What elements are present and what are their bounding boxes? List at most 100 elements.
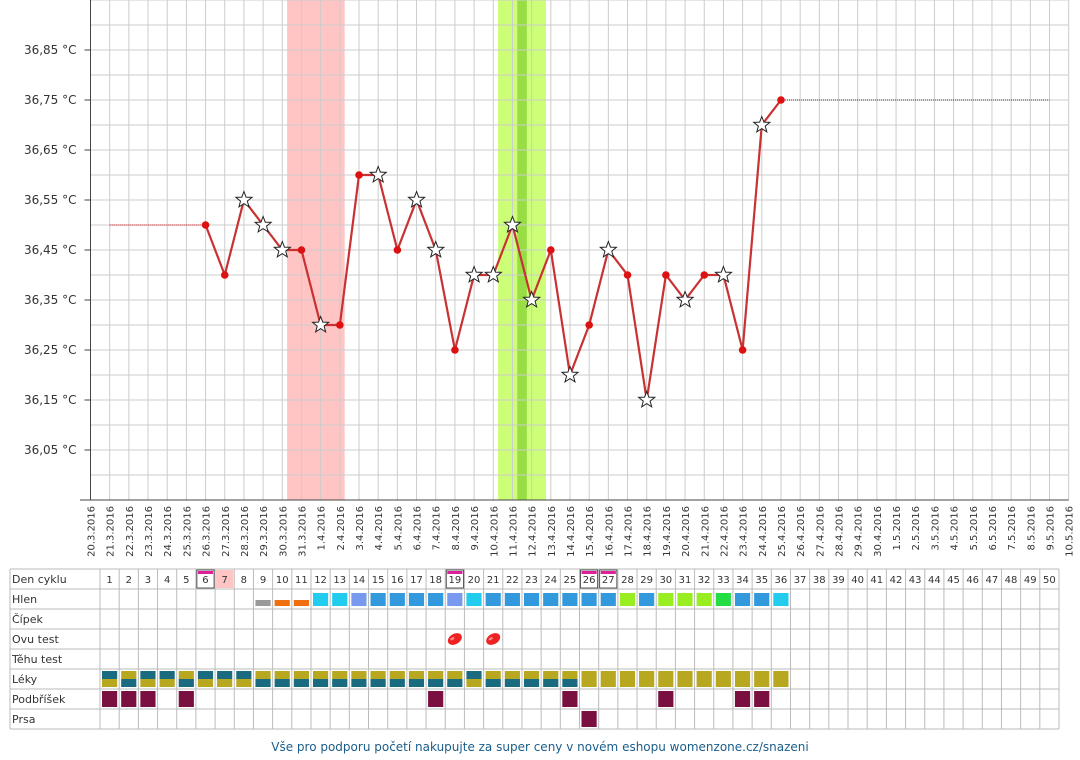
leky-mark <box>255 679 271 687</box>
podbrisek-mark <box>178 691 194 707</box>
leky-mark <box>504 671 520 679</box>
hlen-mark <box>543 593 559 606</box>
data-point-star <box>637 390 657 409</box>
hlen-mark <box>447 593 463 606</box>
day-number: 27 <box>602 575 615 586</box>
leky-mark <box>140 671 156 679</box>
x-tick-label: 21.4.2016 <box>700 506 711 557</box>
leky-mark <box>485 671 501 679</box>
day-number: 6 <box>202 575 208 586</box>
day-number: 37 <box>794 575 807 586</box>
x-tick-label: 5.4.2016 <box>393 506 404 551</box>
leky-mark <box>312 671 329 679</box>
day-number: 24 <box>544 575 557 586</box>
hlen-mark <box>658 593 674 606</box>
prsa-mark <box>581 711 597 727</box>
x-tick-label: 20.3.2016 <box>87 506 98 557</box>
leky-mark <box>773 671 789 687</box>
table-row-label: Léky <box>12 673 38 686</box>
x-tick-label: 30.4.2016 <box>873 506 884 557</box>
leky-mark <box>274 679 290 687</box>
hlen-mark <box>773 593 789 606</box>
leky-mark <box>543 679 559 687</box>
x-tick-label: 29.3.2016 <box>259 506 270 557</box>
x-tick-label: 30.3.2016 <box>278 506 289 557</box>
day-highlight <box>196 569 215 589</box>
day-number: 33 <box>717 575 730 586</box>
hlen-mark <box>370 593 386 606</box>
x-tick-label: 22.3.2016 <box>125 506 136 557</box>
x-tick-label: 29.4.2016 <box>854 506 865 557</box>
data-point-star <box>522 290 542 309</box>
leky-mark <box>178 671 194 679</box>
day-number: 5 <box>183 575 189 586</box>
leky-mark <box>159 679 175 687</box>
data-point-star <box>407 190 426 209</box>
podbrisek-mark <box>428 691 444 707</box>
leky-mark <box>121 679 137 687</box>
hlen-mark <box>639 593 655 606</box>
data-point-star <box>752 115 772 134</box>
day-number: 38 <box>813 575 826 586</box>
leky-mark <box>562 679 578 687</box>
ovu-test-shine <box>450 637 455 641</box>
hlen-mark <box>734 593 751 606</box>
leky-mark <box>600 671 616 687</box>
day-red <box>216 570 234 588</box>
footer-link[interactable]: Vše pro podporu početí nakupujte za supe… <box>271 740 809 754</box>
data-point <box>220 271 229 279</box>
leky-mark <box>485 679 501 687</box>
leky-mark <box>428 679 444 687</box>
leky-mark <box>102 679 118 687</box>
leky-mark <box>236 679 252 687</box>
day-number: 3 <box>145 575 151 586</box>
x-tick-label: 4.5.2016 <box>950 506 961 551</box>
leky-mark <box>754 671 770 687</box>
x-tick-label: 11.4.2016 <box>508 506 519 557</box>
x-tick-label: 19.4.2016 <box>662 506 673 557</box>
day-number: 2 <box>126 575 132 586</box>
leky-mark <box>217 679 233 687</box>
x-tick-label: 8.4.2016 <box>451 506 462 551</box>
day-number: 19 <box>448 575 461 586</box>
hlen-mark <box>677 593 693 606</box>
day-number: 42 <box>890 575 903 586</box>
x-tick-label: 6.5.2016 <box>988 506 999 551</box>
x-tick-label: 16.4.2016 <box>604 506 615 557</box>
leky-mark <box>255 671 271 679</box>
hlen-mark <box>312 593 329 606</box>
data-point <box>451 346 459 354</box>
x-tick-label: 7.5.2016 <box>1007 506 1018 551</box>
data-point-star <box>234 190 254 209</box>
leky-mark <box>581 671 597 687</box>
day-number: 12 <box>314 575 327 586</box>
podbrisek-mark <box>754 691 770 707</box>
hlen-mark <box>408 593 425 606</box>
day-number: 7 <box>221 575 227 586</box>
hlen-mark <box>293 600 309 606</box>
x-tick-label: 27.4.2016 <box>815 506 826 557</box>
day-number: 23 <box>525 575 538 586</box>
table-row-label: Podbříšek <box>12 693 66 706</box>
x-tick-label: 1.4.2016 <box>317 506 328 551</box>
day-highlight-bar <box>197 571 214 574</box>
hlen-mark <box>715 593 731 606</box>
x-tick-label: 9.5.2016 <box>1046 506 1057 551</box>
ovu-test-mark <box>447 633 462 645</box>
x-tick-label: 10.5.2016 <box>1065 506 1076 557</box>
leky-mark <box>447 679 463 687</box>
x-tick-label: 15.4.2016 <box>585 506 596 557</box>
day-number: 50 <box>1043 575 1056 586</box>
leky-mark <box>332 679 348 687</box>
leky-mark <box>389 679 405 687</box>
data-point-star <box>483 265 503 284</box>
day-number: 20 <box>468 575 481 586</box>
podbrisek-mark <box>734 691 751 707</box>
data-point <box>297 246 306 254</box>
x-tick-label: 9.4.2016 <box>470 506 481 551</box>
podbrisek-mark <box>140 691 156 707</box>
day-number: 34 <box>736 575 749 586</box>
data-point <box>623 271 632 279</box>
day-number: 9 <box>260 575 266 586</box>
day-number: 41 <box>870 575 883 586</box>
